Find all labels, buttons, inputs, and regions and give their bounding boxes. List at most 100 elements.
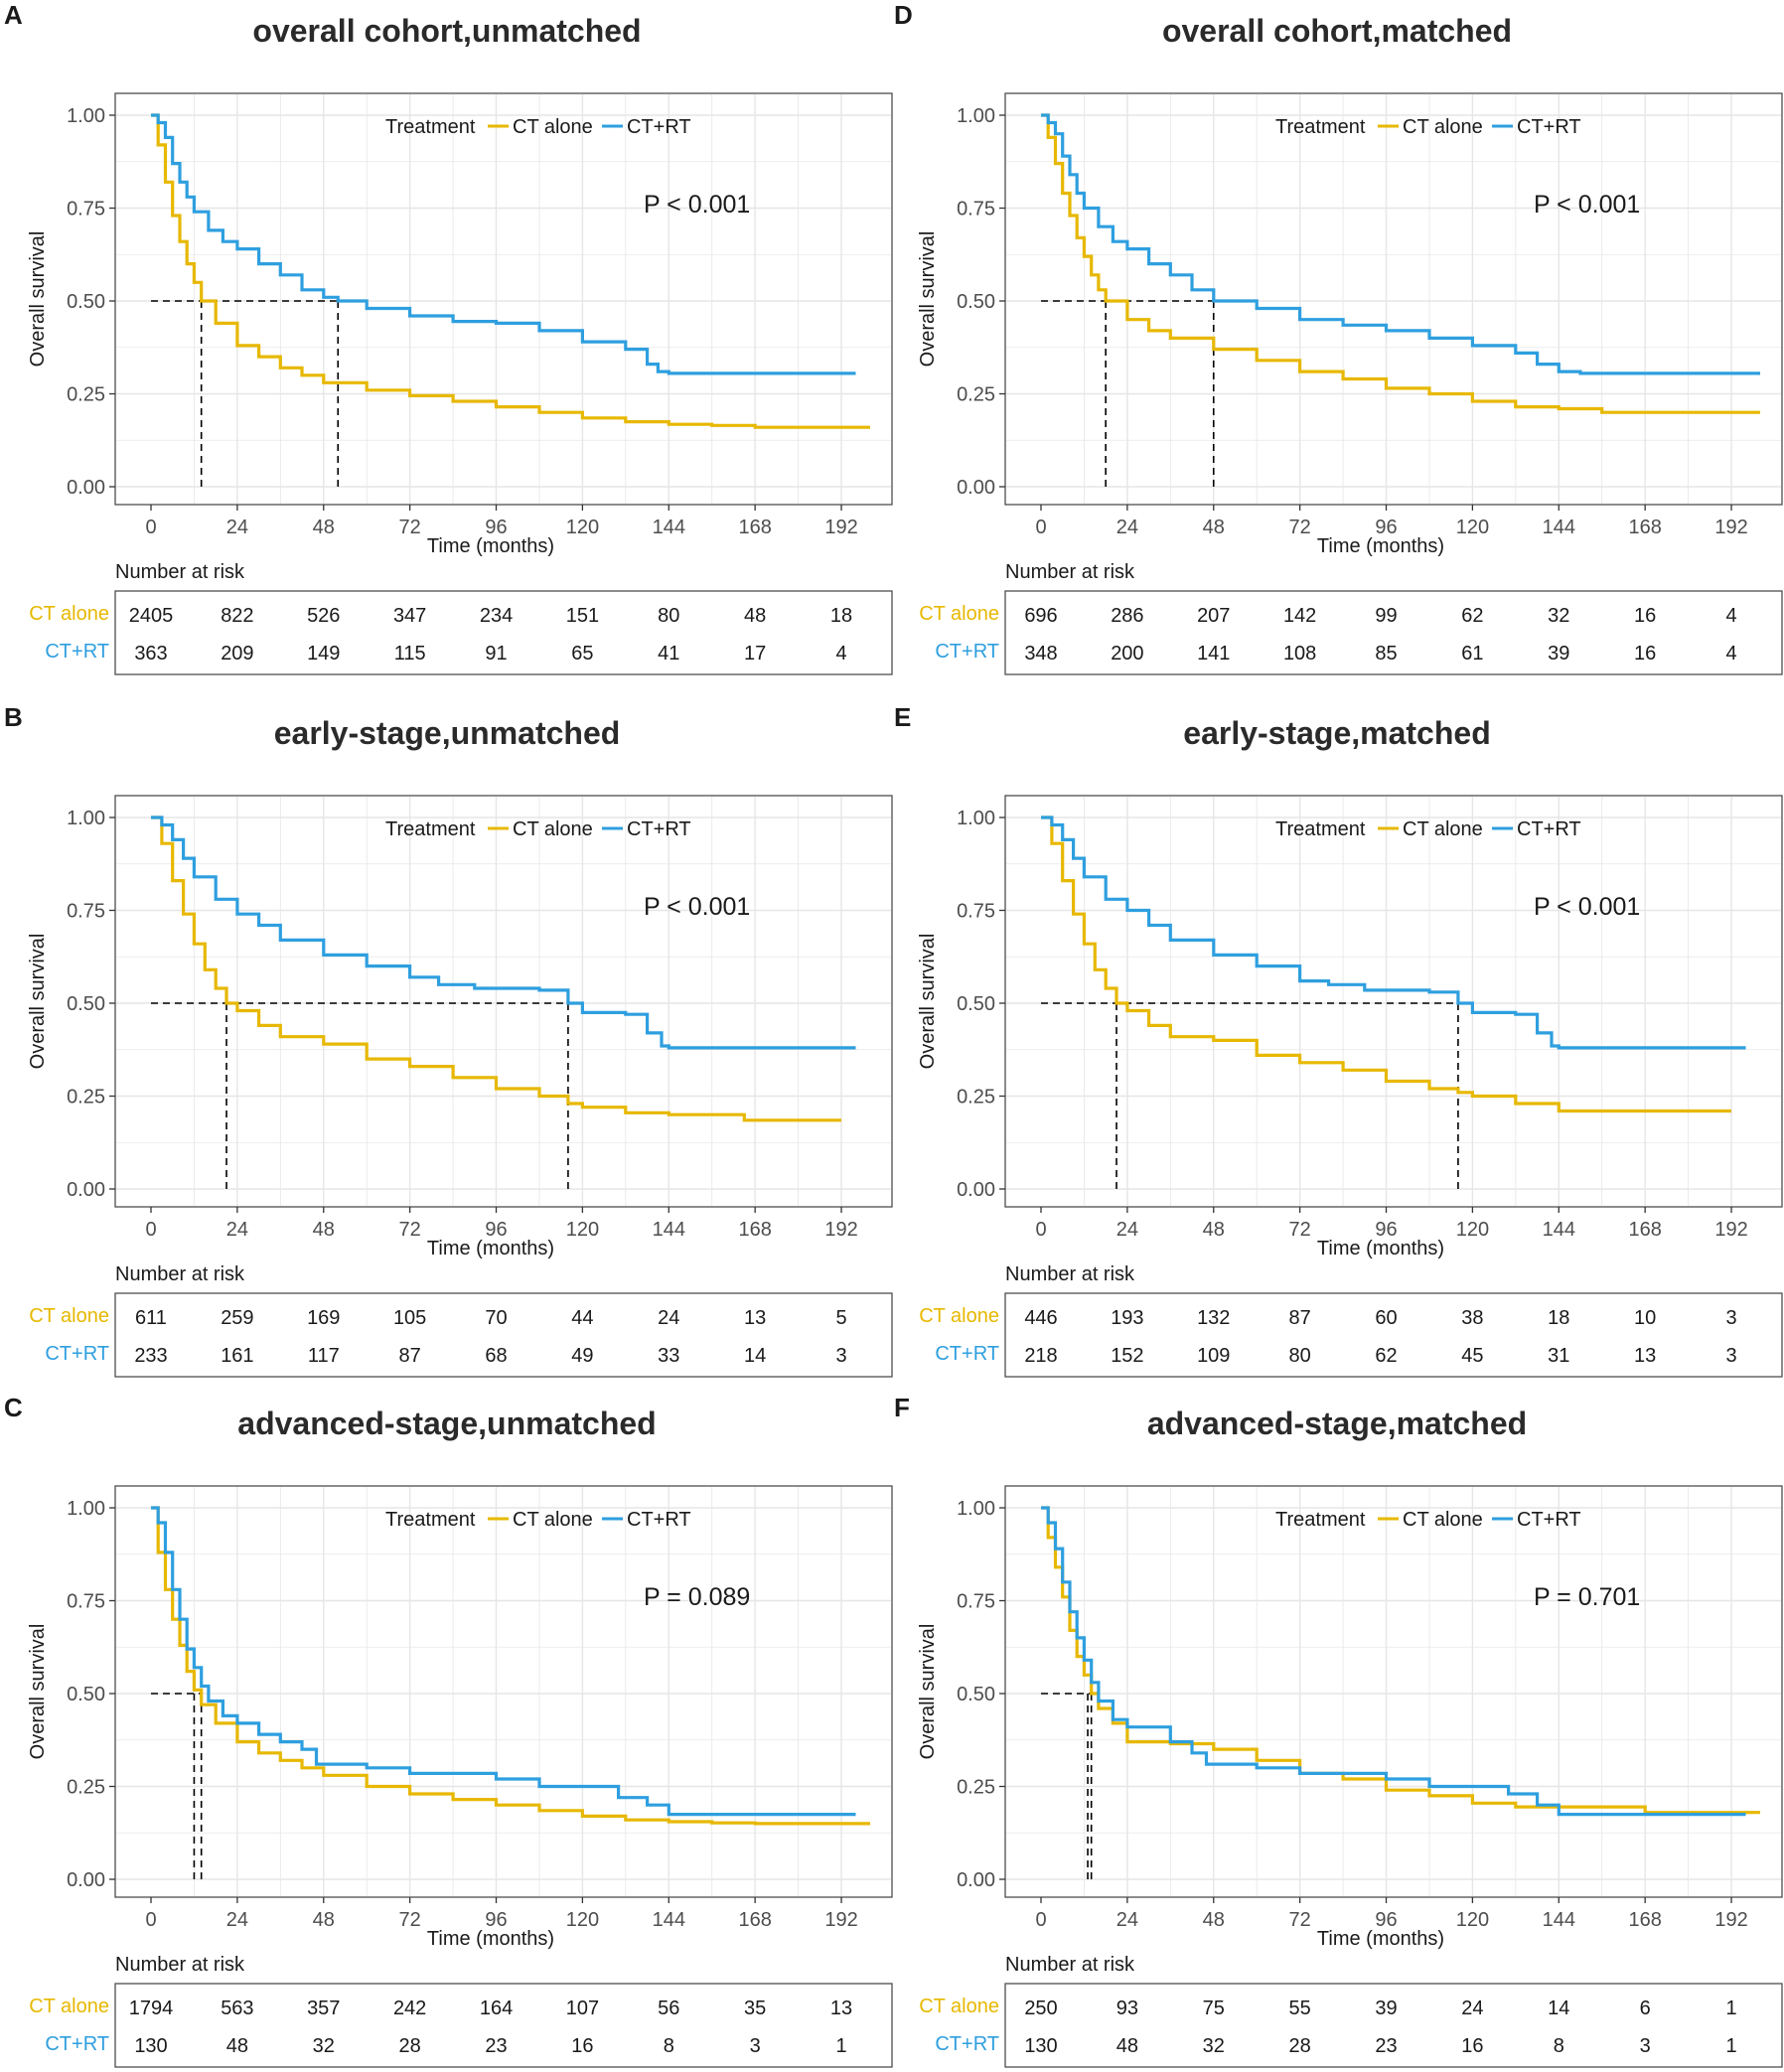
risk-value-ct-rt: 233	[134, 1345, 167, 1367]
axes: 0.00 0.25 0.50 0.75 1.00 0 24 48 72 96 120 144 168 19…	[917, 105, 1748, 557]
risk-value-ct-rt: 32	[313, 2035, 335, 2057]
y-axis-label: Overall survival	[917, 231, 939, 368]
panel-letter: A	[4, 0, 23, 30]
x-tick-label: 96	[1375, 1909, 1397, 1931]
x-axis-label: Time (months)	[1317, 1238, 1444, 1259]
risk-value-ct-alone: 18	[830, 605, 852, 627]
ct-rt-curve	[151, 815, 856, 1050]
risk-value-ct-alone: 563	[221, 1998, 253, 2019]
y-tick-label: 0.25	[957, 384, 995, 406]
risk-row-label-ct-rt: CT+RT	[935, 641, 999, 663]
plot-area	[114, 1485, 893, 1898]
risk-value-ct-alone: 151	[566, 605, 599, 627]
legend-title: Treatment	[1275, 818, 1366, 840]
risk-value-ct-alone: 24	[1461, 1998, 1483, 2019]
y-axis-label: Overall survival	[27, 231, 49, 368]
risk-table: Number at risk CT alone CT+RT 446 218 193 152 1…	[919, 1263, 1783, 1378]
x-tick-label: 120	[566, 517, 599, 538]
risk-value-ct-alone: 234	[480, 605, 513, 627]
risk-value-ct-rt: 109	[1197, 1345, 1230, 1367]
y-tick-label: 0.25	[957, 1087, 995, 1109]
x-tick-label: 168	[1628, 1909, 1661, 1931]
x-tick-label: 192	[1714, 1219, 1747, 1241]
risk-value-ct-alone: 164	[480, 1998, 513, 2019]
risk-row-label-ct-alone: CT alone	[29, 1996, 109, 2017]
x-tick-label: 96	[1375, 517, 1397, 538]
risk-value-ct-rt: 363	[134, 643, 167, 665]
legend-title: Treatment	[385, 818, 476, 840]
p-value: P < 0.001	[644, 893, 750, 921]
ct-alone-curve	[151, 1506, 870, 1826]
risk-row-label-ct-alone: CT alone	[919, 1305, 999, 1327]
axes: 0.00 0.25 0.50 0.75 1.00 0 24 48 72 96 120 144 168 19…	[27, 105, 858, 557]
risk-value-ct-alone: 80	[658, 605, 679, 627]
gridlines	[116, 1487, 891, 1896]
legend-label-ct-alone: CT alone	[1403, 116, 1483, 138]
risk-value-ct-alone: 60	[1375, 1307, 1397, 1329]
y-tick-label: 0.25	[957, 1777, 995, 1799]
risk-row-label-ct-rt: CT+RT	[935, 2033, 999, 2055]
risk-table: Number at risk CT alone CT+RT 250 130 93 48 75 3…	[919, 1954, 1783, 2068]
y-tick-label: 0.75	[67, 1591, 105, 1613]
x-tick-label: 168	[738, 1909, 771, 1931]
risk-value-ct-alone: 132	[1197, 1307, 1230, 1329]
y-tick-label: 0.75	[957, 901, 995, 923]
risk-value-ct-alone: 357	[307, 1998, 340, 2019]
gridlines	[1006, 1487, 1781, 1896]
x-tick-label: 24	[226, 1909, 248, 1931]
risk-value-ct-rt: 16	[1634, 643, 1656, 665]
risk-table: Number at risk CT alone CT+RT 696 348 286 200 2…	[919, 561, 1783, 675]
x-tick-label: 96	[485, 1219, 507, 1241]
risk-value-ct-rt: 3	[1725, 1345, 1736, 1367]
risk-value-ct-alone: 105	[393, 1307, 426, 1329]
x-tick-label: 192	[824, 1909, 857, 1931]
risk-table-title: Number at risk	[1005, 1954, 1135, 1976]
risk-value-ct-rt: 117	[308, 1345, 340, 1367]
y-tick-label: 0.75	[67, 199, 105, 221]
legend-label-ct-alone: CT alone	[1403, 818, 1483, 840]
x-tick-label: 48	[313, 1909, 335, 1931]
panel-title: advanced-stage,unmatched	[237, 1406, 656, 1441]
x-tick-label: 0	[1035, 1219, 1046, 1241]
x-tick-label: 168	[738, 517, 771, 538]
x-tick-label: 72	[1289, 517, 1311, 538]
risk-value-ct-rt: 4	[1725, 643, 1736, 665]
risk-table-title: Number at risk	[1005, 561, 1135, 583]
risk-value-ct-alone: 32	[1548, 605, 1569, 627]
risk-value-ct-alone: 259	[221, 1307, 253, 1329]
risk-value-ct-rt: 8	[664, 2035, 674, 2057]
plot-area	[114, 92, 893, 506]
y-tick-label: 0.50	[957, 1684, 995, 1705]
p-value: P = 0.089	[644, 1583, 750, 1611]
risk-value-ct-alone: 3	[1725, 1307, 1736, 1329]
x-tick-label: 144	[653, 1219, 685, 1241]
x-tick-label: 96	[1375, 1219, 1397, 1241]
x-tick-label: 48	[1203, 1909, 1225, 1931]
y-tick-label: 0.50	[67, 993, 105, 1015]
risk-value-ct-alone: 87	[1289, 1307, 1311, 1329]
risk-table: Number at risk CT alone CT+RT 2405 363 822 209…	[29, 561, 893, 675]
plot-area	[1004, 795, 1783, 1208]
risk-value-ct-rt: 91	[485, 643, 507, 665]
x-tick-label: 168	[1628, 517, 1661, 538]
gridlines	[116, 94, 891, 504]
x-tick-label: 72	[1289, 1219, 1311, 1241]
risk-value-ct-rt: 8	[1554, 2035, 1564, 2057]
y-axis-label: Overall survival	[917, 1624, 939, 1760]
risk-value-ct-alone: 56	[658, 1998, 679, 2019]
panel-letter: E	[894, 702, 911, 732]
y-axis-label: Overall survival	[27, 934, 49, 1070]
x-tick-label: 24	[1116, 517, 1138, 538]
x-tick-label: 0	[145, 1219, 156, 1241]
legend: Treatment CT alone CT+RT	[1275, 1509, 1581, 1531]
x-tick-label: 144	[1543, 1909, 1575, 1931]
risk-table-box	[1004, 1292, 1783, 1378]
plot-area	[114, 795, 893, 1208]
x-tick-label: 96	[485, 1909, 507, 1931]
risk-row-label-ct-alone: CT alone	[29, 603, 109, 625]
panel-letter: C	[4, 1393, 23, 1422]
